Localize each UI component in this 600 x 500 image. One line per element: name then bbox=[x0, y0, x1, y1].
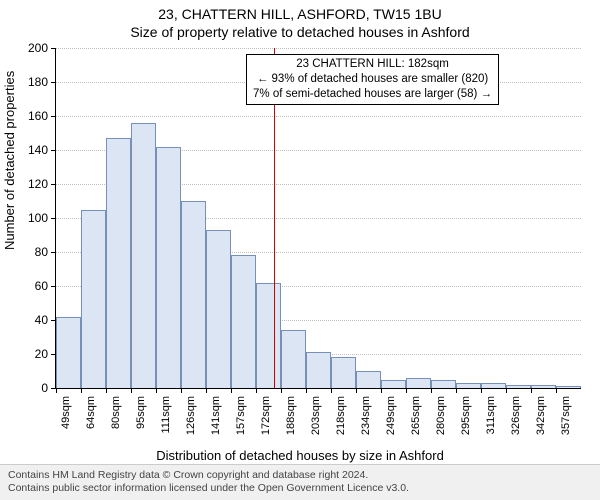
x-tick-label: 326sqm bbox=[510, 396, 522, 456]
histogram-bar bbox=[81, 210, 106, 389]
callout-line-1: 23 CHATTERN HILL: 182sqm bbox=[253, 57, 492, 72]
histogram-bar bbox=[281, 330, 306, 388]
histogram-bar bbox=[481, 383, 506, 388]
histogram-bar bbox=[306, 352, 331, 388]
x-tick-mark bbox=[381, 388, 382, 393]
y-tick-mark bbox=[51, 354, 56, 355]
histogram-bar bbox=[556, 386, 581, 388]
histogram-bar bbox=[381, 380, 406, 389]
y-tick-mark bbox=[51, 150, 56, 151]
y-tick-label: 200 bbox=[18, 41, 48, 55]
y-axis-label: Number of detached properties bbox=[2, 71, 17, 250]
histogram-bar bbox=[356, 371, 381, 388]
x-tick-mark bbox=[306, 388, 307, 393]
x-tick-mark bbox=[431, 388, 432, 393]
footer: Contains HM Land Registry data © Crown c… bbox=[0, 464, 600, 500]
x-tick-mark bbox=[331, 388, 332, 393]
x-tick-mark bbox=[56, 388, 57, 393]
histogram-bar bbox=[181, 201, 206, 388]
x-tick-label: 234sqm bbox=[360, 396, 372, 456]
footer-line-2: Contains public sector information licen… bbox=[8, 482, 592, 496]
y-tick-label: 60 bbox=[18, 279, 48, 293]
x-tick-mark bbox=[281, 388, 282, 393]
histogram-bar bbox=[456, 383, 481, 388]
histogram-bar bbox=[156, 147, 181, 388]
x-tick-mark bbox=[506, 388, 507, 393]
x-tick-mark bbox=[356, 388, 357, 393]
x-tick-mark bbox=[106, 388, 107, 393]
y-tick-label: 40 bbox=[18, 313, 48, 327]
y-tick-mark bbox=[51, 48, 56, 49]
x-tick-label: 141sqm bbox=[210, 396, 222, 456]
x-tick-label: 64sqm bbox=[85, 396, 97, 456]
x-tick-label: 111sqm bbox=[160, 396, 172, 456]
x-tick-mark bbox=[456, 388, 457, 393]
histogram-bar bbox=[106, 138, 131, 388]
histogram-bar bbox=[56, 317, 81, 388]
x-tick-mark bbox=[131, 388, 132, 393]
x-tick-mark bbox=[81, 388, 82, 393]
x-tick-label: 249sqm bbox=[385, 396, 397, 456]
histogram-bar bbox=[506, 385, 531, 388]
y-tick-label: 100 bbox=[18, 211, 48, 225]
x-tick-label: 218sqm bbox=[335, 396, 347, 456]
y-tick-mark bbox=[51, 218, 56, 219]
x-tick-mark bbox=[206, 388, 207, 393]
x-axis-label: Distribution of detached houses by size … bbox=[0, 448, 600, 463]
histogram-plot: 49sqm64sqm80sqm95sqm111sqm126sqm141sqm15… bbox=[55, 48, 581, 389]
x-tick-label: 95sqm bbox=[135, 396, 147, 456]
x-tick-mark bbox=[481, 388, 482, 393]
x-tick-label: 49sqm bbox=[60, 396, 72, 456]
y-tick-mark bbox=[51, 286, 56, 287]
x-tick-mark bbox=[156, 388, 157, 393]
x-tick-label: 126sqm bbox=[185, 396, 197, 456]
x-tick-mark bbox=[406, 388, 407, 393]
callout-line-3: 7% of semi-detached houses are larger (5… bbox=[253, 87, 492, 102]
x-tick-label: 265sqm bbox=[410, 396, 422, 456]
y-tick-label: 120 bbox=[18, 177, 48, 191]
y-tick-mark bbox=[51, 116, 56, 117]
callout-box: 23 CHATTERN HILL: 182sqm ← 93% of detach… bbox=[246, 54, 499, 105]
x-tick-label: 157sqm bbox=[235, 396, 247, 456]
x-tick-label: 172sqm bbox=[260, 396, 272, 456]
y-tick-label: 20 bbox=[18, 347, 48, 361]
callout-line-2: ← 93% of detached houses are smaller (82… bbox=[253, 72, 492, 87]
x-tick-label: 80sqm bbox=[110, 396, 122, 456]
histogram-bar bbox=[206, 230, 231, 388]
y-tick-mark bbox=[51, 252, 56, 253]
y-tick-label: 160 bbox=[18, 109, 48, 123]
histogram-bar bbox=[231, 255, 256, 388]
histogram-bar bbox=[431, 380, 456, 389]
y-tick-label: 140 bbox=[18, 143, 48, 157]
histogram-bar bbox=[531, 385, 556, 388]
y-tick-label: 0 bbox=[18, 381, 48, 395]
x-tick-mark bbox=[231, 388, 232, 393]
x-tick-label: 311sqm bbox=[485, 396, 497, 456]
x-tick-label: 295sqm bbox=[460, 396, 472, 456]
histogram-bar bbox=[406, 378, 431, 388]
histogram-bar bbox=[331, 357, 356, 388]
x-tick-mark bbox=[181, 388, 182, 393]
footer-line-1: Contains HM Land Registry data © Crown c… bbox=[8, 469, 592, 483]
x-tick-label: 203sqm bbox=[310, 396, 322, 456]
page-title-address: 23, CHATTERN HILL, ASHFORD, TW15 1BU bbox=[0, 6, 600, 22]
y-tick-label: 80 bbox=[18, 245, 48, 259]
x-tick-mark bbox=[256, 388, 257, 393]
x-tick-label: 280sqm bbox=[435, 396, 447, 456]
x-tick-mark bbox=[556, 388, 557, 393]
y-tick-mark bbox=[51, 320, 56, 321]
x-tick-label: 342sqm bbox=[535, 396, 547, 456]
y-tick-mark bbox=[51, 82, 56, 83]
y-tick-label: 180 bbox=[18, 75, 48, 89]
histogram-bar bbox=[256, 283, 281, 388]
y-tick-mark bbox=[51, 388, 56, 389]
page-title-subtitle: Size of property relative to detached ho… bbox=[0, 24, 600, 40]
histogram-bar bbox=[131, 123, 156, 388]
x-tick-mark bbox=[531, 388, 532, 393]
y-tick-mark bbox=[51, 184, 56, 185]
x-tick-label: 357sqm bbox=[560, 396, 572, 456]
x-tick-label: 188sqm bbox=[285, 396, 297, 456]
